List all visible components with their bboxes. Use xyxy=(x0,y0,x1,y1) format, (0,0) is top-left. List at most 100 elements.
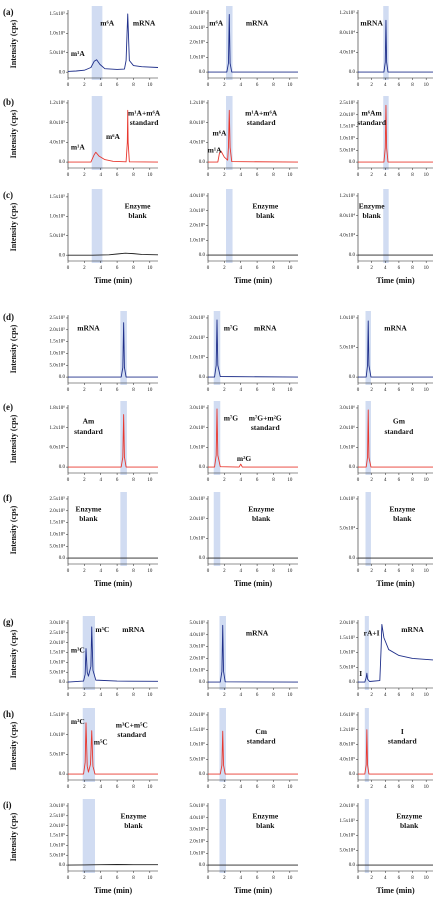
x-tick-label: 0 xyxy=(357,266,360,271)
x-tick-label: 0 xyxy=(207,478,210,483)
x-tick-label: 6 xyxy=(398,569,401,574)
annotation: Enzyme xyxy=(396,811,423,820)
y-tick-label: 1.5x10⁵ xyxy=(50,520,66,526)
trace xyxy=(358,320,433,378)
x-tick-label: 0 xyxy=(67,266,70,271)
highlight-band xyxy=(82,799,95,873)
x-tick-label: 2 xyxy=(83,693,86,698)
y-tick-label: 1.5x10⁵ xyxy=(50,11,66,17)
x-tick-label: 8 xyxy=(272,388,275,393)
y-tick-label: 5.0x10⁴ xyxy=(340,526,356,532)
x-axis-title: Time (min) xyxy=(94,579,133,588)
trace xyxy=(68,109,159,163)
y-tick-label: 1.0x10⁵ xyxy=(190,355,206,361)
x-tick-label: 2 xyxy=(370,693,373,698)
y-tick-label: 1.0x10⁶ xyxy=(190,742,206,748)
y-tick-label: 1.0x10⁵ xyxy=(190,667,206,673)
x-tick-label: 8 xyxy=(272,569,275,574)
y-tick-label: 2.0x10⁶ xyxy=(190,712,206,718)
y-tick-label: 8.0x10⁵ xyxy=(190,120,206,126)
y-tick-label: 0.0 xyxy=(349,160,356,165)
x-tick-label: 6 xyxy=(116,785,119,790)
y-tick-label: 0.0 xyxy=(59,863,66,868)
x-tick-label: 4 xyxy=(384,785,387,790)
y-axis-title: Intensity (cps) xyxy=(9,505,18,554)
annotation: m⁶A xyxy=(100,18,114,27)
annotation: m⁷G xyxy=(224,323,238,332)
x-tick-label: 2 xyxy=(223,478,226,483)
x-tick-label: 10 xyxy=(147,569,153,574)
x-tick-label: 4 xyxy=(384,478,387,483)
y-axis-title: Intensity (cps) xyxy=(9,109,18,158)
y-tick-label: 2.0x10⁵ xyxy=(190,516,206,522)
x-tick-label: 4 xyxy=(99,173,102,178)
y-tick-label: 1.0x10⁵ xyxy=(50,843,66,849)
x-tick-label: 4 xyxy=(239,785,242,790)
y-tick-label: 3.0x10⁵ xyxy=(190,644,206,650)
y-tick-label: 3.0x10⁵ xyxy=(190,496,206,502)
x-tick-label: 0 xyxy=(207,266,210,271)
y-tick-label: 1.2x10⁶ xyxy=(50,100,66,106)
trace xyxy=(208,730,298,775)
panel-label: (g) xyxy=(3,617,14,627)
highlight-band xyxy=(91,6,103,80)
x-tick-label: 2 xyxy=(83,173,86,178)
x-tick-label: 0 xyxy=(357,693,360,698)
y-tick-label: 4.0x10⁵ xyxy=(190,815,206,821)
annotation: Enzyme xyxy=(252,201,279,210)
y-tick-label: 1.2x10⁵ xyxy=(340,10,356,16)
x-tick-label: 10 xyxy=(424,83,430,88)
annotation: mRNA xyxy=(122,625,145,634)
x-tick-label: 2 xyxy=(223,876,226,881)
x-tick-label: 8 xyxy=(132,388,135,393)
x-tick-label: 2 xyxy=(223,388,226,393)
annotation: blank xyxy=(124,821,143,830)
x-tick-label: 2 xyxy=(223,693,226,698)
x-tick-label: 10 xyxy=(424,569,430,574)
annotation: blank xyxy=(256,211,275,220)
y-tick-label: 1.5x10⁵ xyxy=(340,635,356,641)
x-tick-label: 2 xyxy=(83,876,86,881)
x-tick-label: 2 xyxy=(83,569,86,574)
x-tick-label: 6 xyxy=(116,569,119,574)
y-tick-label: 0.0 xyxy=(59,772,66,777)
annotation: m⁶A xyxy=(106,132,120,141)
trace xyxy=(208,109,299,163)
x-tick-label: 4 xyxy=(99,876,102,881)
x-tick-label: 0 xyxy=(67,388,70,393)
x-tick-label: 8 xyxy=(411,173,414,178)
x-tick-label: 6 xyxy=(116,83,119,88)
trace xyxy=(68,414,158,468)
y-tick-label: 1.5x10⁵ xyxy=(50,833,66,839)
y-tick-label: 1.0x10⁵ xyxy=(190,536,206,542)
annotation: blank xyxy=(79,514,98,523)
x-tick-label: 10 xyxy=(287,478,293,483)
x-tick-label: 8 xyxy=(411,693,414,698)
x-tick-label: 10 xyxy=(424,876,430,881)
trace xyxy=(67,13,159,72)
highlight-band xyxy=(213,401,221,475)
y-tick-label: 5.0x10⁴ xyxy=(50,852,66,858)
y-tick-label: 0.0 xyxy=(199,556,206,561)
y-tick-label: 2.5x10⁵ xyxy=(50,813,66,819)
y-axis-title: Intensity (cps) xyxy=(9,721,18,770)
y-tick-label: 3.0x10⁵ xyxy=(190,25,206,31)
annotation: standard xyxy=(385,427,415,436)
x-tick-label: 10 xyxy=(424,785,430,790)
highlight-band xyxy=(364,799,369,873)
y-tick-label: 1.8x10⁶ xyxy=(50,405,66,411)
y-tick-label: 1.2x10⁶ xyxy=(190,100,206,106)
x-tick-label: 4 xyxy=(99,569,102,574)
x-tick-label: 6 xyxy=(256,693,259,698)
y-tick-label: 2.0x10⁶ xyxy=(340,425,356,431)
x-tick-label: 8 xyxy=(411,266,414,271)
x-tick-label: 10 xyxy=(287,388,293,393)
x-tick-label: 6 xyxy=(398,876,401,881)
y-tick-label: 2.0x10⁵ xyxy=(190,40,206,46)
y-axis-title: Intensity (cps) xyxy=(9,324,18,373)
y-tick-label: 1.5x10⁵ xyxy=(50,194,66,200)
y-tick-label: 2.0x10⁵ xyxy=(50,508,66,514)
annotation: blank xyxy=(256,821,275,830)
